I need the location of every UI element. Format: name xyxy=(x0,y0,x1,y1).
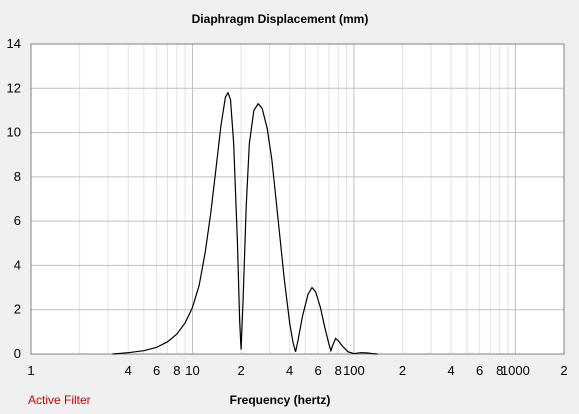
y-tick-label: 2 xyxy=(14,302,21,317)
y-tick-label: 12 xyxy=(7,80,21,95)
y-tick-label: 10 xyxy=(7,125,21,140)
x-tick-label: 1 xyxy=(27,363,34,378)
y-tick-label: 8 xyxy=(14,169,21,184)
x-tick-label: 8 xyxy=(496,363,503,378)
x-tick-label: 4 xyxy=(448,363,455,378)
minor-gridlines xyxy=(79,44,509,354)
x-tick-label: 2 xyxy=(237,363,244,378)
x-tick-label: 6 xyxy=(153,363,160,378)
x-tick-label: 100 xyxy=(343,363,365,378)
y-tick-label: 0 xyxy=(14,346,21,361)
x-axis-label: Frequency (hertz) xyxy=(230,393,331,407)
x-tick-label: 4 xyxy=(125,363,132,378)
plot-area xyxy=(31,44,564,354)
x-tick-label: 6 xyxy=(476,363,483,378)
x-tick-label: 2 xyxy=(560,363,567,378)
active-filter-label: Active Filter xyxy=(28,393,91,407)
x-tick-label: 2 xyxy=(399,363,406,378)
x-tick-label: 1000 xyxy=(501,363,530,378)
displacement-curve xyxy=(112,91,378,355)
x-tick-label: 8 xyxy=(173,363,180,378)
y-tick-label: 14 xyxy=(7,36,21,51)
x-tick-label: 4 xyxy=(286,363,293,378)
plot-frame xyxy=(30,43,565,355)
y-tick-label: 4 xyxy=(14,257,21,272)
x-tick-label: 10 xyxy=(185,363,199,378)
major-gridlines xyxy=(31,44,564,354)
x-tick-label: 6 xyxy=(314,363,321,378)
chart-title: Diaphragm Displacement (mm) xyxy=(192,12,369,26)
y-tick-label: 6 xyxy=(14,213,21,228)
y-axis-ticks: 0 2 4 6 8 10 12 14 xyxy=(7,36,21,361)
x-tick-label: 8 xyxy=(335,363,342,378)
